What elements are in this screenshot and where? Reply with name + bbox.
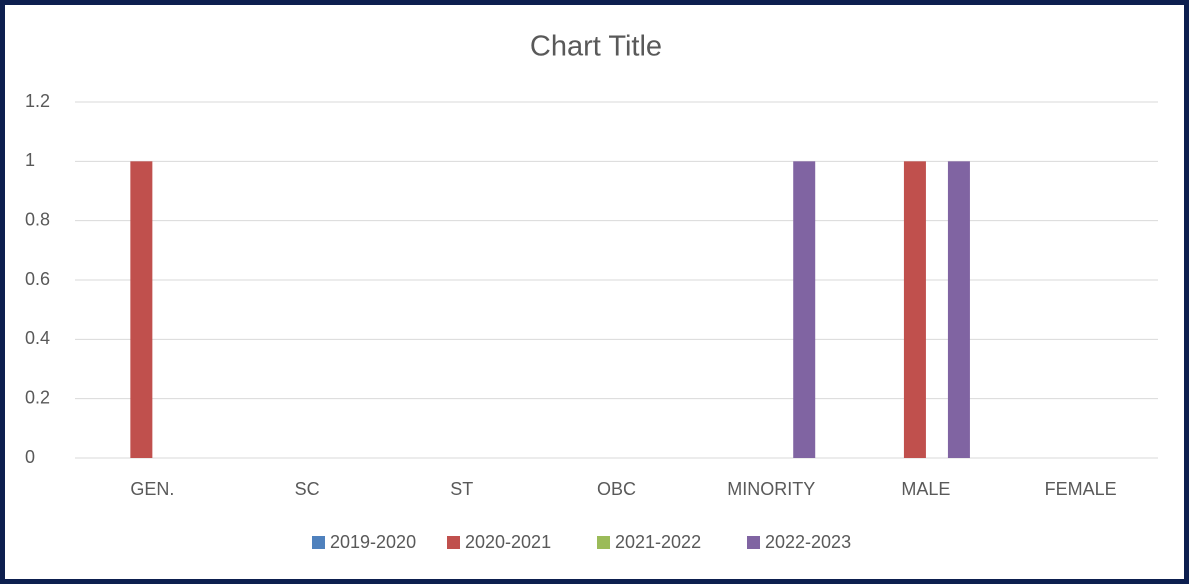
x-tick-label: SC <box>295 479 320 499</box>
legend-swatch <box>597 536 610 549</box>
x-tick-label: FEMALE <box>1045 479 1117 499</box>
chart-title: Chart Title <box>530 31 662 63</box>
legend-label: 2021-2022 <box>615 532 701 552</box>
x-tick-label: MALE <box>901 479 950 499</box>
y-tick-label: 0.2 <box>25 387 50 407</box>
x-tick-label: MINORITY <box>727 479 815 499</box>
legend-swatch <box>447 536 460 549</box>
y-tick-label: 0 <box>25 447 35 467</box>
x-tick-label: OBC <box>597 479 636 499</box>
bar <box>947 161 970 459</box>
legend-swatch <box>747 536 760 549</box>
y-tick-label: 1.2 <box>25 91 50 111</box>
bar <box>130 161 153 459</box>
bar <box>903 161 926 459</box>
y-tick-label: 0.4 <box>25 328 50 348</box>
legend-swatch <box>312 536 325 549</box>
y-tick-label: 0.8 <box>25 209 50 229</box>
y-tick-label: 0.6 <box>25 269 50 289</box>
x-tick-label: GEN. <box>130 479 174 499</box>
legend-label: 2019-2020 <box>330 532 416 552</box>
legend-label: 2020-2021 <box>465 532 551 552</box>
y-tick-label: 1 <box>25 150 35 170</box>
bar <box>793 161 816 459</box>
x-tick-label: ST <box>450 479 473 499</box>
legend-label: 2022-2023 <box>765 532 851 552</box>
